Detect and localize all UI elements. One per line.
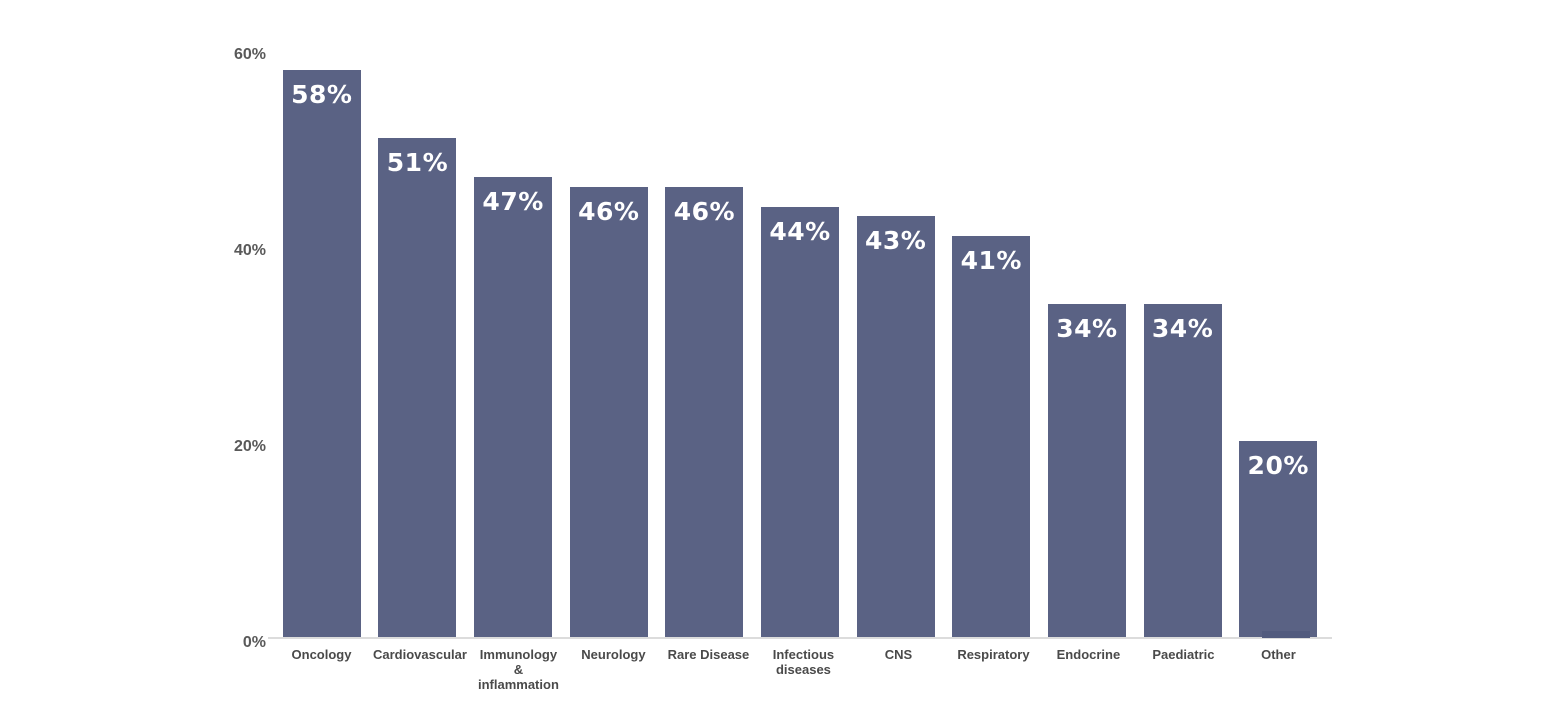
x-axis-line xyxy=(268,637,1332,639)
bar-value-label: 34% xyxy=(1056,314,1118,344)
bar-value-label: 34% xyxy=(1151,314,1214,344)
bar-cns[interactable]: 43% xyxy=(856,216,935,637)
bar-infectious-diseases[interactable]: 44% xyxy=(761,206,840,637)
y-axis-tick-label: 20% xyxy=(233,438,266,455)
x-axis-label-infectious-diseases: Infectious diseases xyxy=(772,647,835,677)
x-axis-label-endocrine: Endocrine xyxy=(1056,647,1121,662)
bar-slot: 34% xyxy=(1039,0,1135,637)
bar-slot: 46% xyxy=(561,0,657,637)
y-axis-tick-label: 40% xyxy=(233,242,266,259)
bar-value-label: 44% xyxy=(769,216,831,246)
bar-slot: 46% xyxy=(657,0,753,637)
bar-value-label: 43% xyxy=(864,226,927,256)
bar-immunology-inflammation[interactable]: 47% xyxy=(474,177,553,637)
bar-slot: 58% xyxy=(274,0,370,637)
bar-value-label: 46% xyxy=(578,197,640,227)
bar-slot: 44% xyxy=(752,0,848,637)
bar-slot: 41% xyxy=(943,0,1039,637)
bar-value-label: 51% xyxy=(386,148,449,178)
x-axis-label-oncology: Oncology xyxy=(291,647,352,662)
bar-neurology[interactable]: 46% xyxy=(569,187,648,637)
y-axis-tick-label: 60% xyxy=(233,46,266,63)
bar-value-label: 47% xyxy=(482,187,544,217)
bar-slot: 51% xyxy=(370,0,466,637)
bar-slot: 20% xyxy=(1230,0,1326,637)
bar-value-label: 20% xyxy=(1247,451,1309,481)
x-axis-label-paediatric: Paediatric xyxy=(1152,647,1215,662)
x-axis-label-cardiovascular: Cardiovascular xyxy=(373,647,467,662)
bar-rare-disease[interactable]: 46% xyxy=(665,187,744,637)
x-axis-label-immunology-inflammation: Immunology & inflammation xyxy=(477,647,559,692)
y-axis-tick-label: 0% xyxy=(242,634,266,651)
bar-value-label: 41% xyxy=(960,246,1022,276)
plot-area: 58% 51% 47% 46% 46% 44% 43% 41% 34% 34% 20% xyxy=(274,0,1326,637)
x-axis-label-cns: CNS xyxy=(884,647,913,662)
bar-cardiovascular[interactable]: 51% xyxy=(378,138,457,637)
x-axis-label-other: Other xyxy=(1261,647,1296,662)
bar-slot: 47% xyxy=(465,0,561,637)
bar-slot: 34% xyxy=(1135,0,1231,637)
x-axis: Oncology Cardiovascular Immunology & infla… xyxy=(274,647,1326,692)
bar-endocrine[interactable]: 34% xyxy=(1047,304,1126,637)
bar-paediatric[interactable]: 34% xyxy=(1143,304,1222,637)
x-axis-label-respiratory: Respiratory xyxy=(957,647,1030,662)
x-axis-label-neurology: Neurology xyxy=(581,647,646,662)
bar-slot: 43% xyxy=(848,0,944,637)
bar-value-label: 46% xyxy=(673,197,736,227)
bar-respiratory[interactable]: 41% xyxy=(952,236,1031,637)
bar-other[interactable]: 20% xyxy=(1239,441,1318,637)
baseline-smudge xyxy=(1262,631,1310,638)
x-axis-label-rare-disease: Rare Disease xyxy=(667,647,750,662)
bar-oncology[interactable]: 58% xyxy=(282,69,361,637)
bar-value-label: 58% xyxy=(291,79,353,109)
